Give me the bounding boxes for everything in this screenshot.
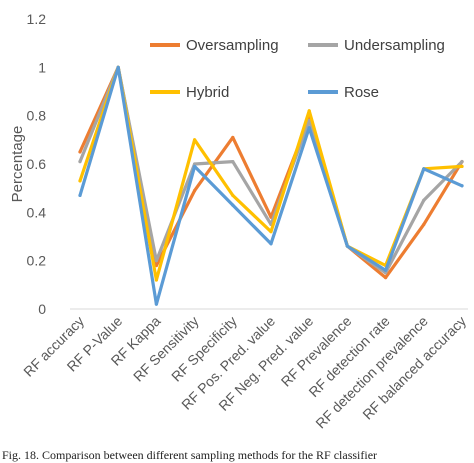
data-point-undersampling xyxy=(154,259,158,263)
legend-label-undersampling: Undersampling xyxy=(344,37,445,54)
data-point-oversampling xyxy=(384,275,388,280)
data-point-oversampling xyxy=(78,150,82,154)
y-tick-label: 0.8 xyxy=(27,108,47,124)
data-point-oversampling xyxy=(422,222,426,227)
legend-label-oversampling: Oversampling xyxy=(186,37,279,54)
y-tick-label: 0 xyxy=(38,301,46,317)
y-tick-label: 0.4 xyxy=(27,204,47,220)
y-axis-title: Percentage xyxy=(9,126,26,203)
data-point-hybrid xyxy=(460,164,464,169)
data-point-hybrid xyxy=(269,230,273,234)
legend-label-rose: Rose xyxy=(344,84,379,101)
data-point-hybrid xyxy=(307,109,311,113)
data-point-rose xyxy=(116,65,120,69)
data-point-undersampling xyxy=(307,118,311,123)
data-point-rose xyxy=(422,167,426,171)
data-point-hybrid xyxy=(78,179,82,183)
data-point-rose xyxy=(193,164,197,169)
series-line-hybrid xyxy=(78,65,464,282)
y-tick-label: 0.2 xyxy=(27,253,47,269)
data-point-hybrid xyxy=(154,278,158,282)
y-tick-label: 1.2 xyxy=(27,11,47,27)
legend-label-hybrid: Hybrid xyxy=(186,84,229,101)
data-point-undersampling xyxy=(384,271,388,275)
data-point-rose xyxy=(231,203,235,207)
chart-series xyxy=(78,65,464,306)
data-point-hybrid xyxy=(193,138,197,142)
data-point-oversampling xyxy=(231,135,235,140)
data-point-rose xyxy=(269,242,273,246)
data-point-rose xyxy=(384,268,388,272)
data-point-undersampling xyxy=(460,159,464,164)
y-tick-label: 1 xyxy=(38,59,46,75)
data-point-undersampling xyxy=(193,162,197,166)
data-point-hybrid xyxy=(231,193,235,198)
data-point-rose xyxy=(307,126,311,130)
data-point-oversampling xyxy=(154,263,158,268)
y-tick-label: 0.6 xyxy=(27,156,47,172)
chart-legend: Oversampling Undersampling Hybrid Rose xyxy=(150,37,445,101)
series-line-rose xyxy=(78,65,464,306)
data-point-rose xyxy=(78,193,82,198)
data-point-undersampling xyxy=(78,159,82,164)
data-point-undersampling xyxy=(422,198,426,202)
data-point-oversampling xyxy=(193,188,197,193)
figure-caption: Fig. 18. Comparison between different sa… xyxy=(2,448,378,462)
data-point-rose xyxy=(154,302,158,306)
data-point-rose xyxy=(460,184,464,188)
data-point-rose xyxy=(345,244,349,248)
data-point-undersampling xyxy=(231,159,235,164)
